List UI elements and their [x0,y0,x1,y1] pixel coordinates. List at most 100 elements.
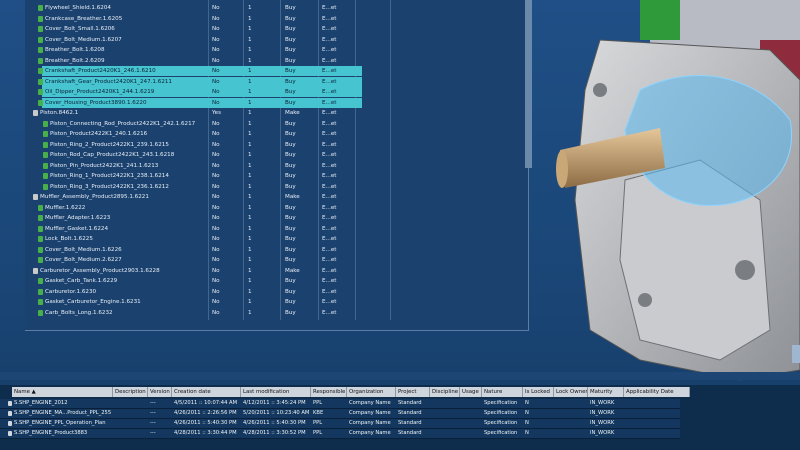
part-attr: No [212,141,220,148]
grid-cell: PPL [313,420,323,426]
part-attr: 1 [248,99,252,106]
part-name[interactable]: Muffler.1.6222 [45,204,86,211]
part-name[interactable]: Breather_Bolt.2.6209 [45,57,105,64]
part-name[interactable]: Piston_Connecting_Rod_Product2422K1_242.… [50,120,196,127]
grid-cell: N [525,400,529,406]
column-header[interactable]: Lock Owner [554,387,588,397]
grid-cell[interactable]: S.SHP_ENGINE_Product3883 [14,430,88,436]
part-name[interactable]: Cover_Bolt_Medium.2.6227 [45,257,122,263]
column-header[interactable]: Discipline [430,387,460,397]
part-attr: E...et [322,257,337,263]
grid-cell[interactable]: S.SHP_ENGINE_PPL_Operation_Plan [14,420,106,426]
grid-cell: N [525,420,529,426]
engine-view [0,0,800,381]
part-name[interactable]: Piston_Rod_Cap_Product2422K1_243.1.6218 [50,152,175,158]
part-name[interactable]: Gasket_Carburetor_Engine.1.6231 [45,299,141,305]
grid-cell: KBE [313,410,324,416]
part-attr: E...et [322,68,337,74]
part-name[interactable]: Piston.8462.1 [40,110,79,116]
column-header[interactable]: Responsible [311,387,347,397]
part-icon [38,225,43,232]
part-icon [38,257,43,263]
column-header[interactable]: Maturity [588,387,624,397]
part-name[interactable]: Piston_Ring_3_Product2422K1_236.1.6212 [50,183,169,190]
part-attr: 1 [248,162,252,169]
grid-cell: IN_WORK [590,420,615,426]
part-icon [38,68,43,74]
part-icon [38,78,43,85]
column-header[interactable]: Description [113,387,148,397]
part-name[interactable]: Muffler_Adapter.1.6223 [45,215,111,221]
part-name[interactable]: Carb_Bolts_Long.1.6232 [45,309,113,316]
grid-cell: PPL [313,430,323,436]
part-attr: Buy [285,15,296,22]
part-name[interactable]: Muffler_Gasket.1.6224 [45,225,109,232]
part-name[interactable]: Oil_Dipper_Product2420K1_244.1.6219 [45,89,155,95]
part-icon [38,5,43,11]
grid-cell: Standard [398,400,422,406]
part-attr: 1 [248,68,252,74]
part-name[interactable]: Carburetor_Assembly_Product2903.1.6228 [40,267,160,274]
part-attr: 1 [248,204,252,211]
part-attr: Buy [285,183,296,190]
column-header[interactable]: Creation date [172,387,241,397]
part-name[interactable]: Cover_Bolt_Medium.1.6226 [45,246,122,253]
part-name[interactable]: Piston_Ring_1_Product2422K1_238.1.6214 [50,173,169,179]
part-name[interactable]: Flywheel_Shield.1.6204 [45,5,111,11]
part-attr: E...et [322,120,337,127]
grid-cell[interactable]: S.SHP_ENGINE_2012 [14,400,68,406]
column-header[interactable]: Nature [482,387,523,397]
grid-cell[interactable]: S.SHP_ENGINE_MA...Product_PPL_255 [14,410,112,416]
part-icon [43,141,48,148]
part-attr: No [212,236,220,242]
part-attr: E...et [322,110,337,116]
part-attr: E...et [322,194,337,200]
part-name[interactable]: Carburetor.1.6230 [45,288,97,295]
part-attr: E...et [322,267,337,274]
part-name[interactable]: Cover_Housing_Product3890.1.6220 [45,99,147,106]
column-header[interactable]: Project [396,387,430,397]
part-name[interactable]: Breather_Bolt.1.6208 [45,47,105,53]
part-attr: E...et [322,299,337,305]
part-attr: Buy [285,152,296,158]
part-attr: E...et [322,89,337,95]
grid-cell: 4/12/2011 :: 3:45:24 PM [243,400,306,406]
part-name[interactable]: Cover_Bolt_Medium.1.6207 [45,36,122,43]
part-name[interactable]: Piston_Product2422K1_240.1.6216 [50,131,148,137]
part-attr: No [212,299,220,305]
column-header[interactable]: Is Locked [523,387,554,397]
part-name[interactable]: Crankcase_Breather.1.6205 [45,15,123,22]
grid-cell: Specification [484,420,518,426]
column-header[interactable]: Organization [347,387,396,397]
part-attr: Buy [285,26,296,32]
part-icon [43,183,48,190]
part-name[interactable]: Gasket_Carb_Tank.1.6229 [45,278,118,284]
part-attr: E...et [322,162,337,169]
column-header[interactable]: Name ▲ [12,387,113,397]
column-header[interactable]: Last modification [241,387,311,397]
part-attr: 1 [248,278,252,284]
part-name[interactable]: Lock_Bolt.1.6225 [45,236,93,242]
part-attr: 1 [248,78,252,85]
part-attr: E...et [322,141,337,148]
part-icon [43,131,48,137]
part-attr: No [212,257,220,263]
part-attr: 1 [248,47,252,53]
column-header[interactable]: Version [148,387,172,397]
part-icon [43,162,48,169]
part-attr: No [212,162,220,169]
part-name[interactable]: Cover_Bolt_Small.1.6206 [45,26,115,32]
part-attr: 1 [248,26,252,32]
column-header[interactable]: Usage [460,387,482,397]
column-header[interactable]: Applicability Date [624,387,690,397]
part-attr: 1 [248,131,252,137]
doc-icon [8,411,12,416]
part-attr: No [212,57,220,64]
part-name[interactable]: Piston_Ring_2_Product2422K1_239.1.6215 [50,141,169,148]
part-name[interactable]: Crankshaft_Product2420K1_246.1.6210 [45,68,156,74]
part-name[interactable]: Piston_Pin_Product2422K1_241.1.6213 [50,162,159,169]
part-name[interactable]: Crankshaft_Gear_Product2420K1_247.1.6211 [45,78,172,85]
scrollbar[interactable] [525,0,532,168]
part-name[interactable]: Muffler_Assembly_Product2895.1.6221 [40,194,149,200]
grid-cell: --- [150,410,156,416]
